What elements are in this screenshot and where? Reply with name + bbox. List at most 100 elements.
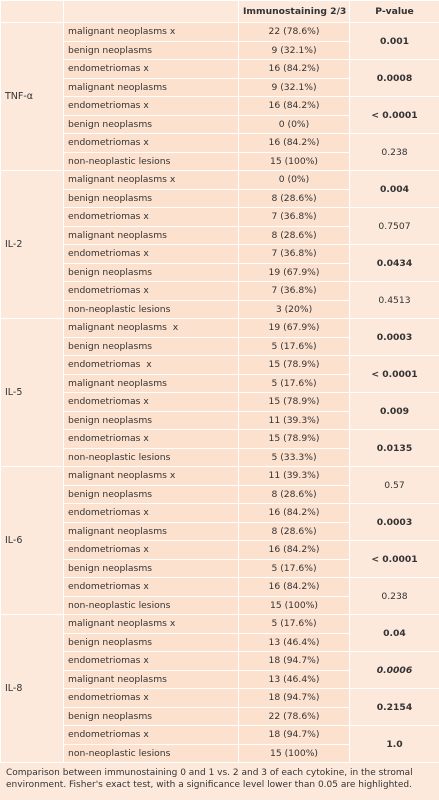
immunostaining-value: 18 (94.7%) bbox=[238, 725, 350, 745]
immunostaining-value: 19 (67.9%) bbox=[238, 262, 350, 282]
immunostaining-value: 16 (84.2%) bbox=[238, 577, 350, 597]
table-row: endometriomas x 18 (94.7%) 1.0 bbox=[1, 725, 439, 763]
table-row: endometriomas x 15 (78.9%) < 0.0001 bbox=[1, 355, 439, 393]
group-label: malignant neoplasms x bbox=[63, 22, 239, 42]
group-label: benign neoplasms bbox=[63, 410, 239, 430]
immunostaining-value: 15 (78.9%) bbox=[238, 392, 350, 412]
immunostaining-value: 15 (78.9%) bbox=[238, 429, 350, 449]
group-label: non-neoplastic lesions bbox=[63, 595, 239, 615]
immunostaining-value: 19 (67.9%) bbox=[238, 318, 350, 338]
table-row: endometriomas x 16 (84.2%) 0.238 bbox=[1, 133, 439, 171]
immunostaining-value: 5 (17.6%) bbox=[238, 614, 350, 634]
cytokine-cell: TNF-α bbox=[0, 22, 64, 171]
header-cell bbox=[63, 0, 239, 23]
group-label: benign neoplasms bbox=[63, 262, 239, 282]
header-cell bbox=[0, 0, 64, 23]
p-value: 0.001 bbox=[349, 22, 439, 60]
table-row: endometriomas x 16 (84.2%) < 0.0001 bbox=[1, 96, 439, 134]
immunostaining-value: 16 (84.2%) bbox=[238, 503, 350, 523]
table-row: non-neoplastic lesions 15 (100%) bbox=[1, 743, 439, 763]
group-label: malignant neoplasms x bbox=[63, 318, 239, 338]
group-label: malignant neoplasms x bbox=[63, 466, 239, 486]
group-label: non-neoplastic lesions bbox=[63, 299, 239, 319]
group-label: malignant neoplasms bbox=[63, 521, 239, 541]
p-value: < 0.0001 bbox=[349, 96, 439, 134]
group-label: malignant neoplasms x bbox=[63, 170, 239, 190]
group-label: endometriomas x bbox=[63, 355, 239, 375]
table-row: malignant neoplasms 13 (46.4%) bbox=[1, 669, 439, 689]
group-label: endometriomas x bbox=[63, 244, 239, 264]
group-label: endometriomas x bbox=[63, 651, 239, 671]
table-row: IL-5 malignant neoplasms x 19 (67.9%) 0.000… bbox=[0, 318, 439, 467]
immunostaining-value: 8 (28.6%) bbox=[238, 188, 350, 208]
immunostaining-value: 7 (36.8%) bbox=[238, 244, 350, 264]
table-row: endometriomas x 16 (84.2%) 0.0008 bbox=[1, 59, 439, 97]
header-row: Immunostaining 2/3 P-value bbox=[0, 0, 439, 23]
group-label: endometriomas x bbox=[63, 725, 239, 745]
immunostaining-value: 8 (28.6%) bbox=[238, 521, 350, 541]
table-row: benign neoplasms 8 (28.6%) bbox=[1, 484, 439, 504]
p-value: 0.0003 bbox=[349, 503, 439, 541]
immunostaining-value: 5 (33.3%) bbox=[238, 447, 350, 467]
group-label: malignant neoplasms x bbox=[63, 614, 239, 634]
immunostaining-value: 16 (84.2%) bbox=[238, 133, 350, 153]
footnote: Comparison between immunostaining 0 and … bbox=[6, 768, 413, 790]
group-label: non-neoplastic lesions bbox=[63, 447, 239, 467]
table-row: endometriomas x 18 (94.7%) 0.0006 bbox=[1, 651, 439, 689]
group-label: malignant neoplasms bbox=[63, 373, 239, 393]
table-row: malignant neoplasms 8 (28.6%) bbox=[1, 521, 439, 541]
group-label: benign neoplasms bbox=[63, 336, 239, 356]
cytokine-cell: IL-2 bbox=[0, 170, 64, 319]
table-row: malignant neoplasms 5 (17.6%) bbox=[1, 373, 439, 393]
immunostaining-value: 7 (36.8%) bbox=[238, 281, 350, 301]
table-row: endometriomas x 16 (84.2%) 0.0003 bbox=[1, 503, 439, 541]
group-label: endometriomas x bbox=[63, 503, 239, 523]
table-body: TNF-α malignant neoplasms x 22 (78.6%) 0.00… bbox=[0, 22, 439, 763]
table-row: non-neoplastic lesions 15 (100%) bbox=[1, 595, 439, 615]
table-row: non-neoplastic lesions 15 (100%) bbox=[1, 151, 439, 171]
immunostaining-value: 9 (32.1%) bbox=[238, 77, 350, 97]
immunostaining-value: 5 (17.6%) bbox=[238, 336, 350, 356]
table-row: benign neoplasms 11 (39.3%) bbox=[1, 410, 439, 430]
cytokine-cell: IL-6 bbox=[0, 466, 64, 615]
group-label: endometriomas x bbox=[63, 577, 239, 597]
immunostaining-value: 9 (32.1%) bbox=[238, 40, 350, 60]
p-value: 0.0003 bbox=[349, 318, 439, 356]
group-label: benign neoplasms bbox=[63, 632, 239, 652]
group-label: benign neoplasms bbox=[63, 114, 239, 134]
table-row: benign neoplasms 9 (32.1%) bbox=[1, 40, 439, 60]
group-label: benign neoplasms bbox=[63, 40, 239, 60]
immunostaining-value: 18 (94.7%) bbox=[238, 651, 350, 671]
table-row: endometriomas x 16 (84.2%) < 0.0001 bbox=[1, 540, 439, 578]
p-value: 0.4513 bbox=[349, 281, 439, 319]
immunostaining-value: 11 (39.3%) bbox=[238, 466, 350, 486]
immunostaining-value: 7 (36.8%) bbox=[238, 207, 350, 227]
immunostaining-value: 15 (78.9%) bbox=[238, 355, 350, 375]
table-row: non-neoplastic lesions 3 (20%) bbox=[1, 299, 439, 319]
p-value: 0.238 bbox=[349, 133, 439, 171]
table-row: endometriomas x 18 (94.7%) 0.2154 bbox=[1, 688, 439, 726]
table-row: benign neoplasms 13 (46.4%) bbox=[1, 632, 439, 652]
group-label: endometriomas x bbox=[63, 688, 239, 708]
p-value: 0.04 bbox=[349, 614, 439, 652]
group-label: endometriomas x bbox=[63, 281, 239, 301]
immunostaining-value: 16 (84.2%) bbox=[238, 96, 350, 116]
group-label: benign neoplasms bbox=[63, 706, 239, 726]
immunostaining-value: 8 (28.6%) bbox=[238, 484, 350, 504]
p-value: 0.7507 bbox=[349, 207, 439, 245]
header-cell: P-value bbox=[349, 0, 439, 23]
immunostaining-value: 16 (84.2%) bbox=[238, 59, 350, 79]
results-table: Immunostaining 2/3 P-value TNF-α malignan… bbox=[0, 0, 439, 763]
group-label: endometriomas x bbox=[63, 59, 239, 79]
group-label: endometriomas x bbox=[63, 207, 239, 227]
immunostaining-value: 3 (20%) bbox=[238, 299, 350, 319]
group-label: malignant neoplasms bbox=[63, 225, 239, 245]
immunostaining-value: 5 (17.6%) bbox=[238, 373, 350, 393]
immunostaining-value: 15 (100%) bbox=[238, 151, 350, 171]
table-row: benign neoplasms 0 (0%) bbox=[1, 114, 439, 134]
group-label: endometriomas x bbox=[63, 540, 239, 560]
